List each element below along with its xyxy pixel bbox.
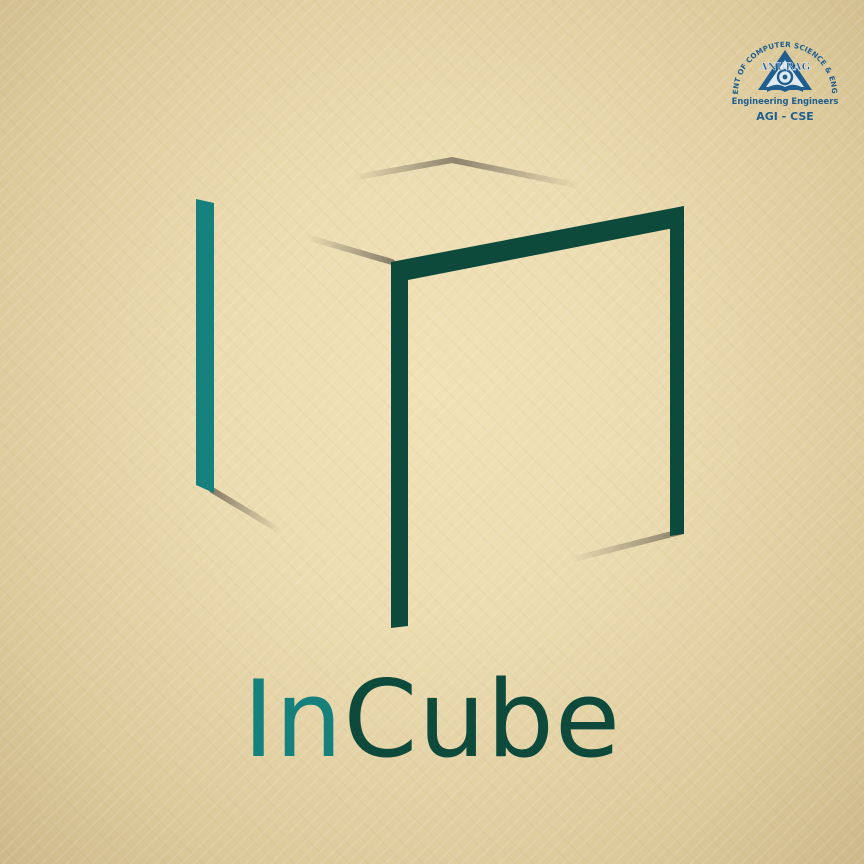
emblem-name: ANURAG bbox=[759, 62, 810, 73]
department-emblem: DEPARTMENT OF COMPUTER SCIENCE & ENGINEE… bbox=[722, 30, 839, 123]
emblem-tagline: Engineering Engineers bbox=[732, 96, 839, 106]
book-icon bbox=[767, 84, 803, 92]
cube-left-edge bbox=[196, 199, 214, 493]
incube-wordmark: InCube bbox=[0, 660, 864, 780]
wordmark-cube: Cube bbox=[343, 658, 622, 781]
cube-front-left-edge bbox=[391, 262, 408, 628]
gear-icon bbox=[776, 68, 794, 86]
cube-top-shadow-edge bbox=[349, 156, 583, 189]
emblem-short-name: AGI - CSE bbox=[756, 110, 814, 123]
cube-inner-shadow-edge bbox=[303, 234, 395, 265]
wordmark-in: In bbox=[242, 658, 344, 781]
cube-bottom-right-shadow-edge bbox=[567, 529, 683, 563]
cube-front-top-edge bbox=[391, 206, 684, 280]
cube-front-right-edge bbox=[670, 206, 684, 536]
cube-bottom-left-shadow-edge bbox=[209, 487, 285, 535]
